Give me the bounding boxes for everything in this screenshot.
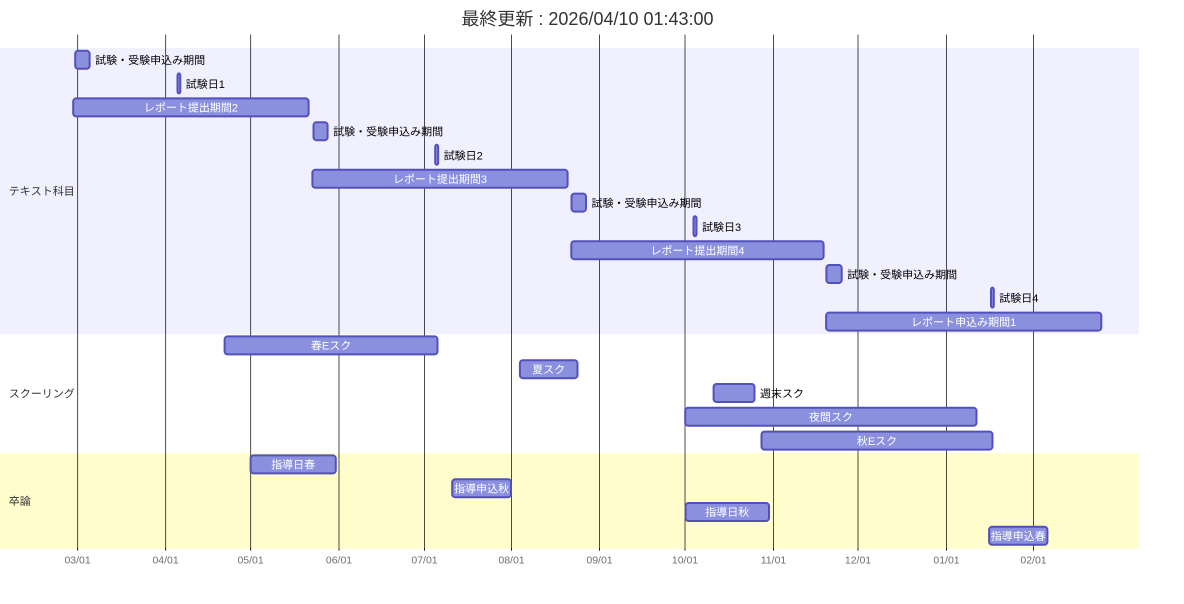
svg-text:レポート申込み期間1: レポート申込み期間1 [911, 316, 1016, 329]
svg-text:最終更新 : 2026/04/10 01:43:00: 最終更新 : 2026/04/10 01:43:00 [461, 9, 713, 29]
svg-text:夏スク: 夏スク [532, 364, 565, 376]
svg-text:10/01: 10/01 [672, 555, 698, 567]
svg-text:レポート提出期間3: レポート提出期間3 [393, 173, 487, 186]
svg-text:秋Eスク: 秋Eスク [857, 435, 897, 448]
svg-text:試験日2: 試験日2 [444, 149, 483, 162]
svg-text:試験日3: 試験日3 [702, 221, 741, 234]
svg-text:週末スク: 週末スク [760, 387, 804, 400]
svg-text:07/01: 07/01 [411, 555, 437, 567]
svg-text:レポート提出期間4: レポート提出期間4 [650, 244, 744, 257]
svg-text:03/01: 03/01 [64, 555, 90, 567]
svg-text:02/01: 02/01 [1020, 555, 1046, 567]
svg-text:08/01: 08/01 [498, 555, 524, 567]
svg-text:スクーリング: スクーリング [9, 387, 75, 400]
svg-text:06/01: 06/01 [326, 555, 352, 567]
svg-text:試験日1: 試験日1 [186, 78, 225, 91]
svg-text:05/01: 05/01 [237, 555, 263, 567]
svg-text:夜間スク: 夜間スク [809, 411, 853, 424]
svg-text:指導申込春: 指導申込春 [991, 530, 1046, 543]
svg-text:指導日春: 指導日春 [271, 459, 315, 472]
svg-text:試験日4: 試験日4 [999, 292, 1038, 305]
svg-text:指導日秋: 指導日秋 [705, 506, 749, 519]
svg-text:指導申込秋: 指導申込秋 [454, 482, 509, 495]
svg-text:試験・受験申込み期間: 試験・受験申込み期間 [95, 54, 205, 67]
svg-text:卒論: 卒論 [9, 495, 31, 508]
svg-text:試験・受験申込み期間: 試験・受験申込み期間 [592, 197, 702, 210]
svg-text:11/01: 11/01 [761, 555, 787, 567]
svg-text:12/01: 12/01 [845, 555, 871, 567]
svg-text:テキスト科目: テキスト科目 [9, 185, 75, 198]
svg-text:試験・受験申込み期間: 試験・受験申込み期間 [847, 268, 957, 281]
svg-text:09/01: 09/01 [586, 555, 612, 567]
svg-text:01/01: 01/01 [933, 555, 959, 567]
svg-text:04/01: 04/01 [152, 555, 178, 567]
svg-text:春Eスク: 春Eスク [311, 340, 351, 353]
svg-text:試験・受験申込み期間: 試験・受験申込み期間 [333, 126, 443, 139]
svg-text:レポート提出期間2: レポート提出期間2 [144, 102, 238, 115]
